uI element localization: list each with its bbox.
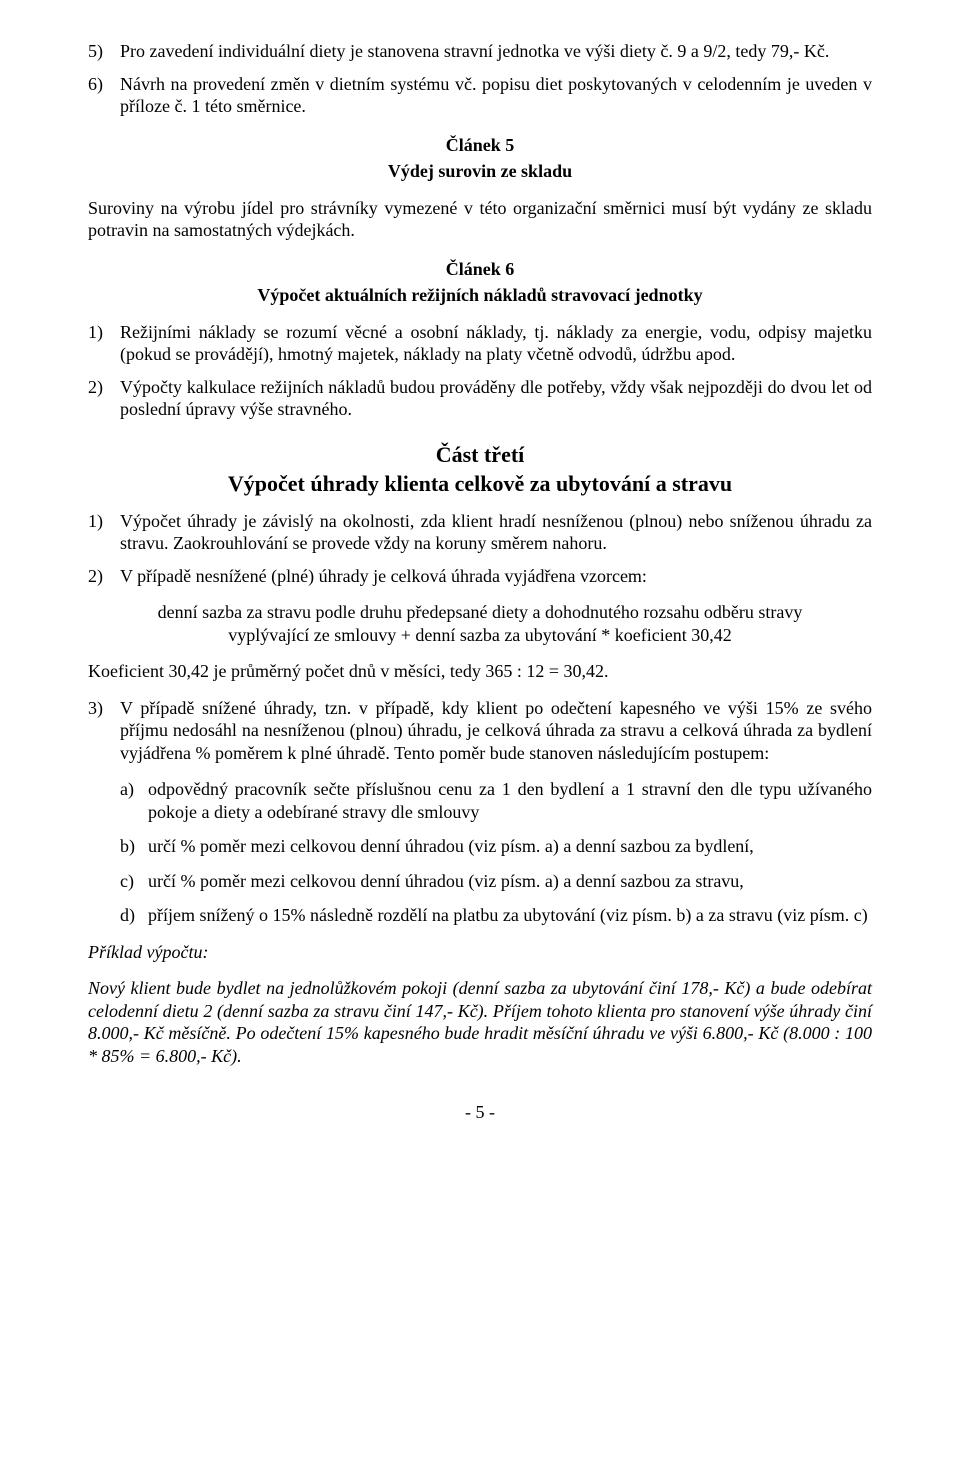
part-3-list-12: 1) Výpočet úhrady je závislý na okolnost… — [88, 510, 872, 588]
list-item: b) určí % poměr mezi celkovou denní úhra… — [120, 835, 872, 858]
item-number: 1) — [88, 321, 120, 366]
list-item: 2) V případě nesnížené (plné) úhrady je … — [88, 565, 872, 588]
item-letter: a) — [120, 778, 148, 823]
list-item: 1) Režijními náklady se rozumí věcné a o… — [88, 321, 872, 366]
item-letter: d) — [120, 904, 148, 927]
item-text: příjem snížený o 15% následně rozdělí na… — [148, 904, 872, 927]
formula-line-1: denní sazba za stravu podle druhu předep… — [88, 601, 872, 624]
part-3-item-3: 3) V případě snížené úhrady, tzn. v příp… — [88, 697, 872, 765]
list-item: 3) V případě snížené úhrady, tzn. v příp… — [88, 697, 872, 765]
item-text: Výpočet úhrady je závislý na okolnosti, … — [120, 510, 872, 555]
letter-list: a) odpovědný pracovník sečte příslušnou … — [120, 778, 872, 927]
article-5-paragraph: Suroviny na výrobu jídel pro strávníky v… — [88, 197, 872, 242]
example-text: Nový klient bude bydlet na jednolůžkovém… — [88, 977, 872, 1067]
item-text: Návrh na provedení změn v dietním systém… — [120, 73, 872, 118]
item-text: V případě nesnížené (plné) úhrady je cel… — [120, 565, 872, 588]
item-text: odpovědný pracovník sečte příslušnou cen… — [148, 778, 872, 823]
formula-block: denní sazba za stravu podle druhu předep… — [88, 601, 872, 646]
item-number: 1) — [88, 510, 120, 555]
item-letter: b) — [120, 835, 148, 858]
article-6-heading: Článek 6 — [88, 258, 872, 281]
top-numbered-list: 5) Pro zavedení individuální diety je st… — [88, 40, 872, 118]
article-5-heading: Článek 5 — [88, 134, 872, 157]
koeficient-paragraph: Koeficient 30,42 je průměrný počet dnů v… — [88, 660, 872, 683]
page-number: - 5 - — [88, 1101, 872, 1124]
list-item: 2) Výpočty kalkulace režijních nákladů b… — [88, 376, 872, 421]
item-text: Výpočty kalkulace režijních nákladů budo… — [120, 376, 872, 421]
item-number: 3) — [88, 697, 120, 765]
list-item: 5) Pro zavedení individuální diety je st… — [88, 40, 872, 63]
item-text: určí % poměr mezi celkovou denní úhradou… — [148, 835, 872, 858]
part-3-heading: Část třetí — [88, 441, 872, 469]
item-letter: c) — [120, 870, 148, 893]
item-text: V případě snížené úhrady, tzn. v případě… — [120, 697, 872, 765]
article-6-subheading: Výpočet aktuálních režijních nákladů str… — [88, 284, 872, 307]
item-number: 2) — [88, 376, 120, 421]
list-item: d) příjem snížený o 15% následně rozdělí… — [120, 904, 872, 927]
item-number: 2) — [88, 565, 120, 588]
part-3-subheading: Výpočet úhrady klienta celkově za ubytov… — [88, 470, 872, 498]
item-text: určí % poměr mezi celkovou denní úhradou… — [148, 870, 872, 893]
list-item: 6) Návrh na provedení změn v dietním sys… — [88, 73, 872, 118]
formula-line-2: vyplývající ze smlouvy + denní sazba za … — [88, 624, 872, 647]
item-text: Pro zavedení individuální diety je stano… — [120, 40, 872, 63]
list-item: c) určí % poměr mezi celkovou denní úhra… — [120, 870, 872, 893]
item-text: Režijními náklady se rozumí věcné a osob… — [120, 321, 872, 366]
list-item: a) odpovědný pracovník sečte příslušnou … — [120, 778, 872, 823]
article-5-subheading: Výdej surovin ze skladu — [88, 160, 872, 183]
list-item: 1) Výpočet úhrady je závislý na okolnost… — [88, 510, 872, 555]
example-label: Příklad výpočtu: — [88, 941, 872, 964]
item-number: 5) — [88, 40, 120, 63]
item-number: 6) — [88, 73, 120, 118]
article-6-list: 1) Režijními náklady se rozumí věcné a o… — [88, 321, 872, 421]
